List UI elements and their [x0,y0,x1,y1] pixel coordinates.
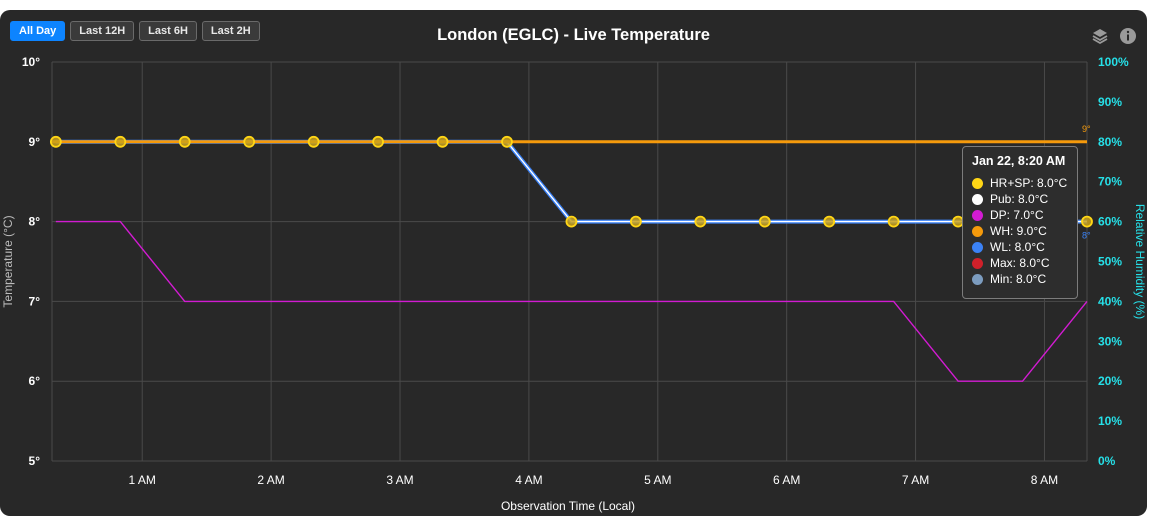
y2-axis-title: Relative Humidity (%) [1133,204,1147,319]
tooltip-title: Jan 22, 8:20 AM [972,154,1066,168]
pub-dot [972,193,983,205]
x-tick-label: 8 AM [1031,473,1058,487]
y-tick-label: 5° [29,454,41,468]
hrsp-point [1081,215,1093,228]
tooltip-dp-value: DP: 7.0°C [990,208,1044,222]
y-tick-label: 10° [22,55,40,69]
max-dot [972,257,983,269]
y-tick-label: 7° [29,294,41,308]
temperature-chart: 5° 6° 7° 8° 9° 10° 1 AM 2 AM 3 AM 4 AM 5 AM 6 AM 7 A… [1,55,1147,513]
hrsp-point [887,215,900,228]
hrsp-point [49,135,62,148]
wl-series-line [55,139,1087,224]
tooltip-row-min: Min: 8.0°C [972,271,1077,287]
x-tick-label: 1 AM [129,473,156,487]
last-6h-button[interactable]: Last 6H [139,21,197,41]
y2-tick-label: 70% [1098,175,1122,189]
y-tick-label: 8° [29,215,41,229]
tooltip-hrsp-value: HR+SP: 8.0°C [990,176,1068,190]
hrsp-point [114,135,127,148]
tooltip-pub-value: Pub: 8.0°C [990,192,1049,206]
chart-panel: 5° 6° 7° 8° 9° 10° 1 AM 2 AM 3 AM 4 AM 5 AM 6 AM 7 A… [0,10,1147,516]
y2-tick-label: 30% [1098,334,1122,348]
hrsp-point [436,135,449,148]
y2-tick-label: 40% [1098,294,1122,308]
last-2h-button[interactable]: Last 2H [201,21,260,41]
y-axis-title: Temperature (°C) [1,215,15,307]
last-12h-button[interactable]: Last 12H [70,21,135,41]
hrsp-point [501,135,513,148]
y2-tick-label: 50% [1098,255,1122,269]
tooltip-max-value: Max: 8.0°C [990,256,1050,270]
wl-dot [972,241,983,253]
range-buttons: All Day Last 12H Last 6H Last 2H [10,21,260,41]
chart-title: London (EGLC) - Live Temperature [437,26,710,44]
hrsp-point [694,215,707,228]
hrsp-point [629,215,642,228]
y2-tick-label: 100% [1098,55,1129,69]
x-tick-label: 2 AM [257,473,284,487]
tooltip-row-pub: Pub: 8.0°C [972,191,1077,207]
y-tick-label: 9° [29,135,41,149]
y2-tick-label: 60% [1098,215,1122,229]
y-tick-label: 6° [29,374,41,388]
all-day-button[interactable]: All Day [10,21,66,41]
dp-dot [972,209,983,221]
y2-tick-label: 10% [1098,414,1122,428]
x-axis-title: Observation Time (Local) [501,499,635,513]
x-tick-label: 3 AM [386,473,413,487]
min-dot [972,273,983,285]
wl-end-label: 8° [1082,231,1091,241]
x-tick-label: 6 AM [773,473,800,487]
dp-series-line [55,220,1088,382]
tooltip-row-hrsp: HR+SP: 8.0°C [972,175,1077,191]
pub-series-line [55,141,1087,223]
hrsp-point [372,135,384,148]
layers-icon[interactable] [1091,27,1109,45]
hrsp-point [758,215,771,228]
y2-tick-label: 0% [1098,454,1116,468]
tooltip-min-value: Min: 8.0°C [990,272,1047,286]
x-tick-label: 5 AM [644,473,671,487]
tooltip-row-max: Max: 8.0°C [972,255,1077,271]
hrsp-dot [972,177,983,189]
info-icon[interactable] [1119,27,1137,45]
hrsp-point [307,135,320,148]
tooltip-row-wh: WH: 9.0°C [972,223,1077,239]
tooltip-row-dp: DP: 7.0°C [972,207,1077,223]
wh-dot [972,225,983,237]
hrsp-point [178,135,191,148]
y2-tick-label: 20% [1098,374,1122,388]
tooltip-wl-value: WL: 8.0°C [990,240,1045,254]
data-tooltip: Jan 22, 8:20 AM HR+SP: 8.0°C Pub: 8.0°C … [962,146,1078,299]
hrsp-point [243,135,256,148]
tooltip-row-wl: WL: 8.0°C [972,239,1077,255]
tooltip-wh-value: WH: 9.0°C [990,224,1047,238]
y2-tick-label: 90% [1098,95,1122,109]
hrsp-point [565,215,578,228]
wh-end-label: 9° [1082,124,1091,134]
hrsp-point [823,215,836,228]
x-tick-label: 4 AM [515,473,542,487]
x-tick-label: 7 AM [902,473,929,487]
y2-tick-label: 80% [1098,135,1122,149]
